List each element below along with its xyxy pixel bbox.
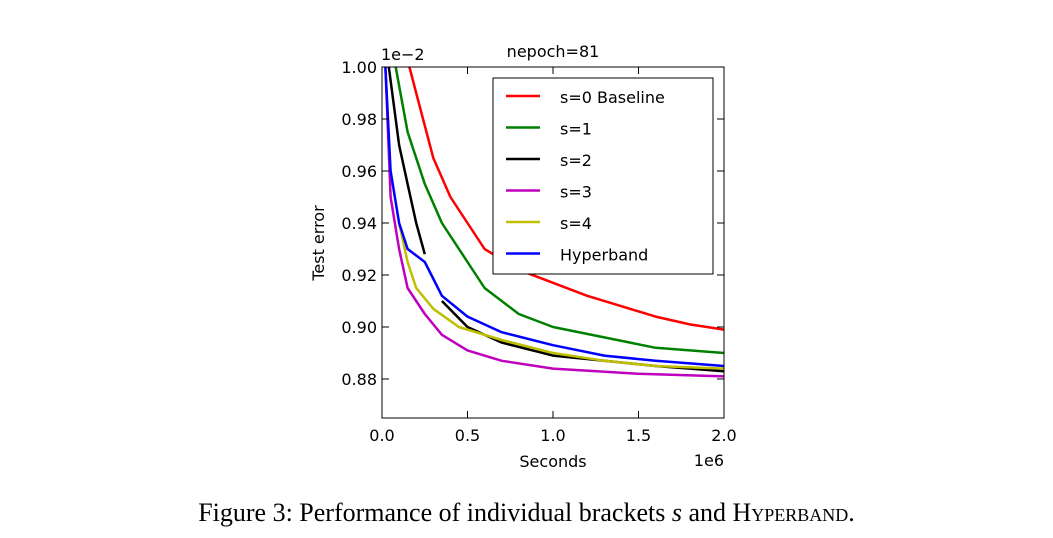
chart-title: nepoch=81 (507, 42, 600, 61)
y-tick-label: 1.00 (341, 58, 377, 77)
y-tick-label: 0.96 (341, 162, 377, 181)
y-tick-label: 0.90 (341, 318, 377, 337)
series-line (397, 222, 724, 370)
legend-label: Hyperband (560, 246, 648, 265)
legend-label: s=2 (560, 151, 592, 170)
y-tick-label: 0.88 (341, 370, 377, 389)
series-line (394, 67, 724, 355)
caption-name: Hyperband (732, 498, 849, 527)
legend-box (492, 77, 714, 275)
x-axis-label: Seconds (519, 452, 586, 471)
plot-lines (384, 67, 724, 378)
legend-label: s=1 (560, 120, 592, 139)
x-offset-label: 1e6 (694, 451, 724, 470)
series-line (384, 67, 724, 368)
x-tick-label: 1.0 (540, 426, 565, 445)
series-line (384, 67, 724, 378)
y-tick-label: 0.98 (341, 110, 377, 129)
caption-text: . (848, 498, 855, 527)
y-tick-label: 0.94 (341, 214, 377, 233)
legend-label: s=4 (560, 214, 592, 233)
legend: s=0 Baseline s=1 s=2 s=3 s=4 Hyperband (506, 88, 665, 265)
chart: nepoch=81 1e−2 1e6 Seconds Test error s=… (309, 42, 737, 471)
caption-text: Figure 3: Performance of individual brac… (198, 498, 666, 527)
y-tick-label: 0.92 (341, 266, 377, 285)
legend-label: s=3 (560, 183, 592, 202)
y-offset-label: 1e−2 (381, 45, 425, 64)
x-tick-label: 0.0 (369, 426, 394, 445)
y-axis-label: Test error (309, 205, 328, 282)
caption-text: and (688, 498, 726, 527)
caption-var: s (671, 498, 682, 527)
x-tick-label: 1.5 (626, 426, 651, 445)
x-tick-label: 0.5 (455, 426, 480, 445)
x-tick-label: 2.0 (711, 426, 736, 445)
legend-label: s=0 Baseline (560, 88, 665, 107)
caption: Figure 3: Performance of individual brac… (0, 498, 1053, 528)
